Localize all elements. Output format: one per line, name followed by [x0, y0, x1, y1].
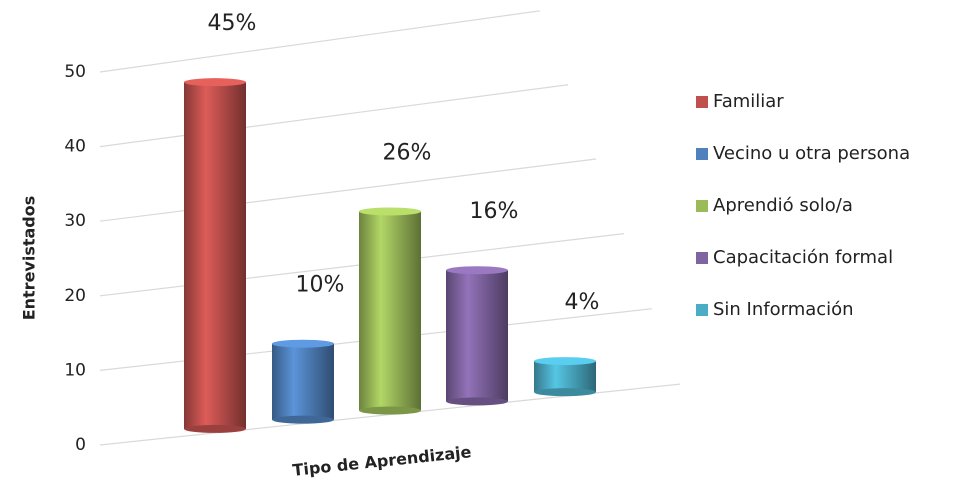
- legend-label: Capacitación formal: [713, 247, 893, 268]
- legend-label: Sin Información: [713, 299, 854, 320]
- bar-top: [446, 266, 508, 275]
- bar-bottom: [446, 397, 508, 406]
- grid-line: [99, 84, 569, 148]
- value-label: 45%: [208, 11, 257, 36]
- y-axis-title: Entrevistados: [20, 196, 39, 321]
- legend-label: Familiar: [713, 91, 784, 112]
- x-axis-title: Tipo de Aprendizaje: [292, 442, 473, 480]
- y-tick-label: 20: [64, 286, 86, 306]
- bar: [359, 211, 421, 411]
- grid-line: [99, 158, 597, 222]
- y-tick-label: 30: [64, 211, 86, 231]
- bar-top: [184, 78, 246, 87]
- y-tick-label: 40: [64, 137, 86, 157]
- bar-top: [534, 357, 596, 366]
- legend-swatch: [696, 200, 708, 212]
- grid-line: [99, 10, 541, 73]
- y-tick-label: 10: [64, 360, 86, 380]
- value-label: 26%: [383, 140, 432, 165]
- legend-swatch: [696, 148, 708, 160]
- bar-bottom: [184, 424, 246, 433]
- legend-label: Aprendió solo/a: [713, 195, 853, 216]
- y-tick-label: 50: [64, 62, 86, 82]
- value-label: 10%: [296, 273, 345, 298]
- y-tick-label: 0: [75, 435, 86, 455]
- legend-swatch: [696, 96, 708, 108]
- bar-bottom: [359, 406, 421, 415]
- legend-swatch: [696, 304, 708, 316]
- legend-swatch: [696, 252, 708, 264]
- bar-bottom: [534, 388, 596, 397]
- bar: [534, 361, 596, 393]
- bar-bottom: [272, 415, 334, 424]
- bar-top: [272, 339, 334, 348]
- bar-top: [359, 207, 421, 216]
- bar: [446, 270, 508, 402]
- value-label: 4%: [565, 290, 600, 315]
- value-label: 16%: [470, 199, 519, 224]
- legend-label: Vecino u otra persona: [713, 143, 910, 164]
- bar: [272, 343, 334, 420]
- bar: [184, 82, 246, 429]
